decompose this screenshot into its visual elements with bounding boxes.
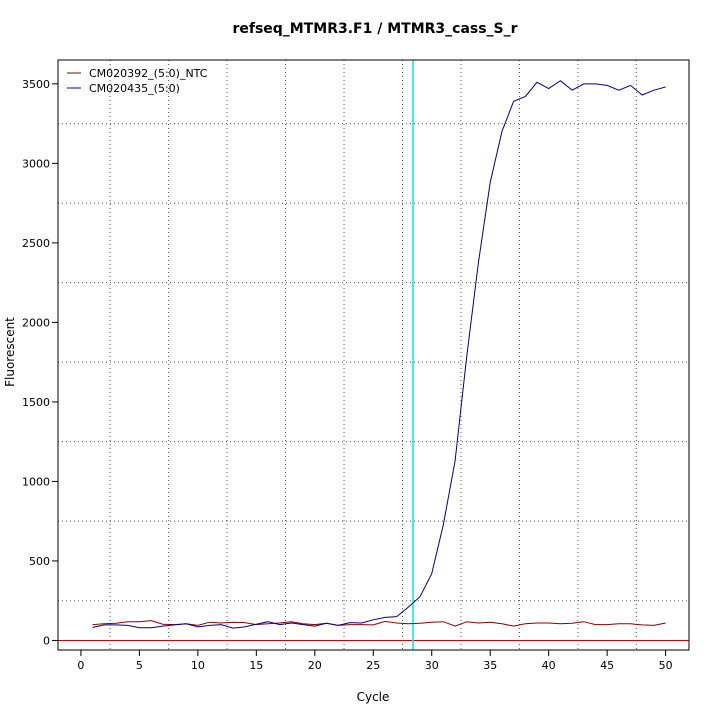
x-tick-label: 10 xyxy=(191,659,205,672)
x-tick-label: 20 xyxy=(308,659,322,672)
x-tick-label: 5 xyxy=(136,659,143,672)
legend: CM020392_(5:0)_NTC CM020435_(5:0) xyxy=(67,67,208,95)
y-tick-label: 3500 xyxy=(22,78,50,91)
x-tick-label: 0 xyxy=(77,659,84,672)
y-tick-label: 1500 xyxy=(22,396,50,409)
chart-title: refseq_MTMR3.F1 / MTMR3_cass_S_r xyxy=(232,21,517,37)
series-line-2 xyxy=(92,80,666,629)
x-tick-label: 40 xyxy=(542,659,556,672)
reference-lines xyxy=(58,60,689,650)
y-tick-label: 3000 xyxy=(22,157,50,170)
x-tick-label: 45 xyxy=(600,659,614,672)
x-axis: 0 5 10 15 20 25 30 35 40 45 50 xyxy=(77,650,673,672)
x-tick-label: 35 xyxy=(483,659,497,672)
x-tick-label: 50 xyxy=(659,659,673,672)
plot-frame xyxy=(57,59,690,651)
grid xyxy=(58,60,689,650)
y-axis-label: Fluorescent xyxy=(3,317,17,387)
legend-entry-label: CM020392_(5:0)_NTC xyxy=(89,67,208,80)
x-tick-label: 30 xyxy=(425,659,439,672)
y-axis: 0 500 1000 1500 2000 2500 3000 3500 xyxy=(22,78,58,647)
x-tick-label: 15 xyxy=(249,659,263,672)
series-line-1 xyxy=(92,620,666,627)
x-axis-label: Cycle xyxy=(357,690,390,704)
x-tick-label: 25 xyxy=(366,659,380,672)
y-tick-label: 500 xyxy=(29,555,50,568)
y-tick-label: 2000 xyxy=(22,316,50,329)
series-group xyxy=(92,80,666,629)
y-tick-label: 0 xyxy=(43,634,50,647)
legend-entry-label: CM020435_(5:0) xyxy=(89,82,180,95)
y-tick-label: 2500 xyxy=(22,237,50,250)
y-tick-label: 1000 xyxy=(22,475,50,488)
